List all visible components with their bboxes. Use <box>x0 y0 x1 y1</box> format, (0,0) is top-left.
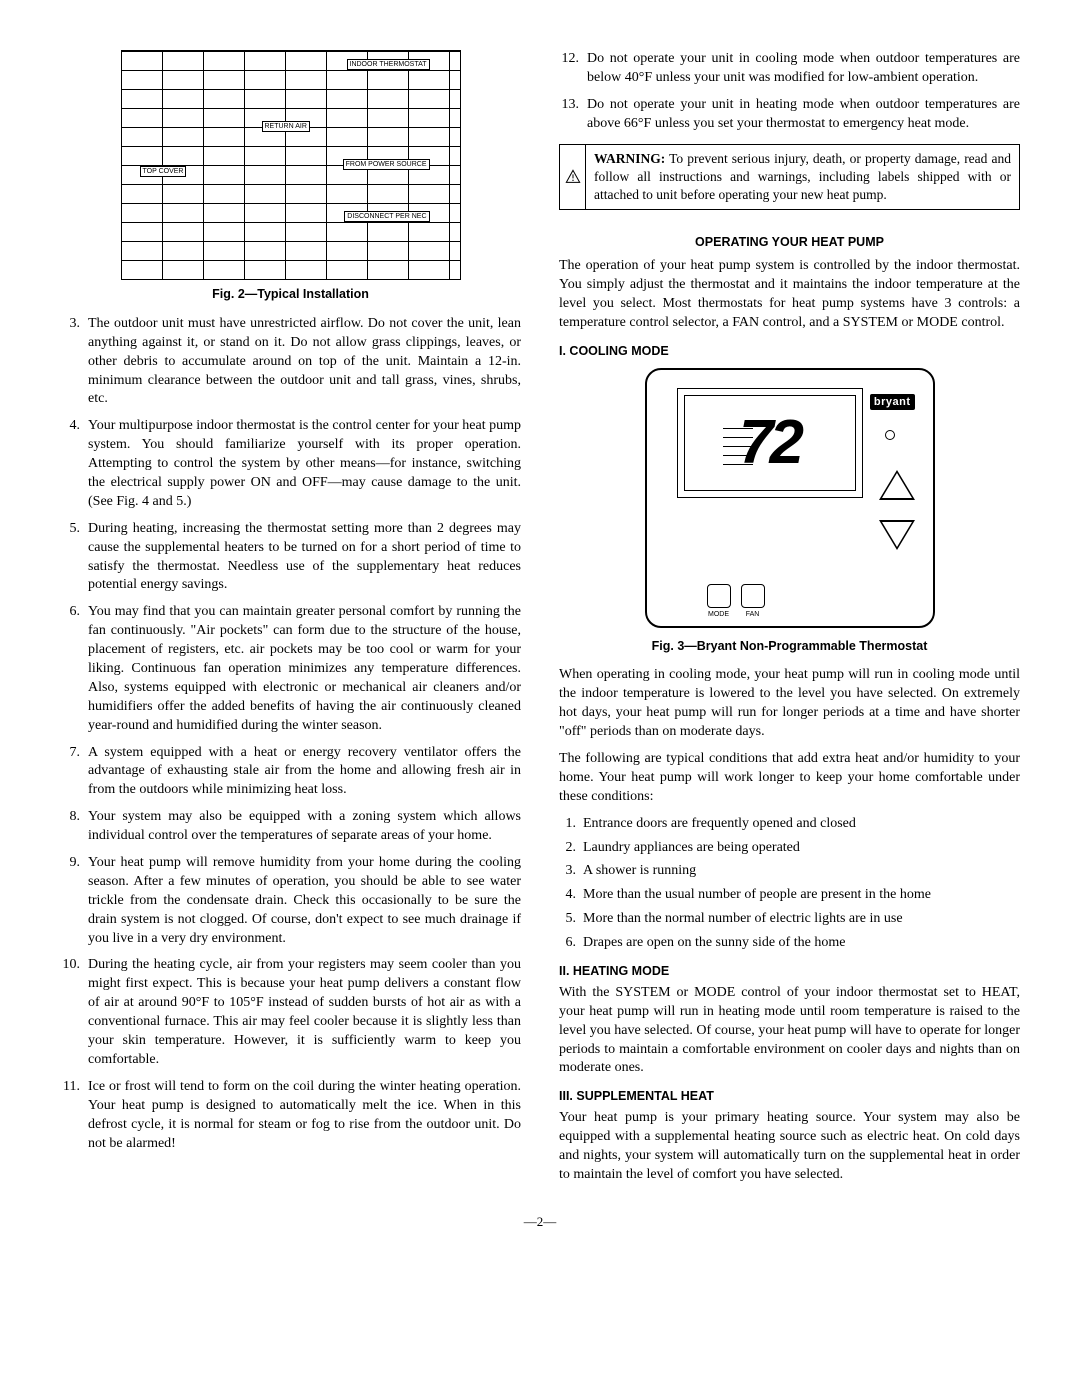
list-item: 5.More than the normal number of electri… <box>559 910 1020 929</box>
page-number: —2— <box>60 1213 1020 1231</box>
list-item: 4.Your multipurpose indoor thermostat is… <box>60 417 521 511</box>
mode-button <box>707 584 731 608</box>
warning-label: WARNING: <box>594 151 665 166</box>
cooling-conditions-list: 1.Entrance doors are frequently opened a… <box>559 815 1020 953</box>
supplemental-heading: III. SUPPLEMENTAL HEAT <box>559 1088 1020 1105</box>
thermostat-buttons: MODE FAN <box>707 584 765 608</box>
figure-2: INDOOR THERMOSTAT RETURN AIR TOP COVER F… <box>60 50 521 303</box>
list-item: 3.The outdoor unit must have unrestricte… <box>60 315 521 409</box>
list-item: 10.During the heating cycle, air from yo… <box>60 956 521 1069</box>
list-item: 3.A shower is running <box>559 862 1020 881</box>
thermostat-brand: bryant <box>870 394 915 411</box>
fig2-label-power: FROM POWER SOURCE <box>343 159 430 170</box>
mode-label: MODE <box>704 610 734 619</box>
figure-2-caption: Fig. 2—Typical Installation <box>60 286 521 303</box>
fig2-label-return: RETURN AIR <box>262 121 310 132</box>
page-columns: INDOOR THERMOSTAT RETURN AIR TOP COVER F… <box>60 50 1020 1193</box>
list-item: 12.Do not operate your unit in cooling m… <box>559 50 1020 88</box>
fig2-label-disconnect: DISCONNECT PER NEC <box>344 211 429 222</box>
cooling-heading: I. COOLING MODE <box>559 343 1020 360</box>
figure-3-caption: Fig. 3—Bryant Non-Programmable Thermosta… <box>559 638 1020 655</box>
list-item: 4.More than the usual number of people a… <box>559 886 1020 905</box>
list-item: 8.Your system may also be equipped with … <box>60 808 521 846</box>
list-item: 9.Your heat pump will remove humidity fr… <box>60 854 521 948</box>
list-item: 5.During heating, increasing the thermos… <box>60 520 521 596</box>
figure-3: bryant 72 MODE F <box>559 368 1020 655</box>
supplemental-paragraph: Your heat pump is your primary heating s… <box>559 1109 1020 1185</box>
cooling-para-1: When operating in cooling mode, your hea… <box>559 666 1020 742</box>
thermostat-led <box>885 430 895 440</box>
left-numbered-list: 3.The outdoor unit must have unrestricte… <box>60 315 521 1154</box>
heating-paragraph: With the SYSTEM or MODE control of your … <box>559 984 1020 1078</box>
list-item: 11.Ice or frost will tend to form on the… <box>60 1078 521 1154</box>
warning-text: WARNING: To prevent serious injury, deat… <box>586 145 1019 210</box>
right-column: 12.Do not operate your unit in cooling m… <box>559 50 1020 1193</box>
list-item: 6.Drapes are open on the sunny side of t… <box>559 934 1020 953</box>
operating-paragraph: The operation of your heat pump system i… <box>559 257 1020 333</box>
list-item: 13.Do not operate your unit in heating m… <box>559 96 1020 134</box>
figure-2-diagram: INDOOR THERMOSTAT RETURN AIR TOP COVER F… <box>121 50 461 280</box>
thermostat-down-icon <box>879 520 915 550</box>
figure-3-thermostat: bryant 72 MODE F <box>645 368 935 628</box>
heating-heading: II. HEATING MODE <box>559 963 1020 980</box>
list-item: 1.Entrance doors are frequently opened a… <box>559 815 1020 834</box>
fan-button <box>741 584 765 608</box>
fan-label: FAN <box>738 610 768 619</box>
fig2-label-topcover: TOP COVER <box>140 166 187 177</box>
operating-heading: OPERATING YOUR HEAT PUMP <box>559 234 1020 251</box>
warning-icon <box>560 145 586 210</box>
warning-box: WARNING: To prevent serious injury, deat… <box>559 144 1020 211</box>
cooling-para-2: The following are typical conditions tha… <box>559 750 1020 807</box>
list-item: 7.A system equipped with a heat or energ… <box>60 744 521 801</box>
thermostat-screen: 72 <box>677 388 863 498</box>
left-column: INDOOR THERMOSTAT RETURN AIR TOP COVER F… <box>60 50 521 1193</box>
list-item: 2.Laundry appliances are being operated <box>559 839 1020 858</box>
list-item: 6.You may find that you can maintain gre… <box>60 603 521 735</box>
thermostat-up-icon <box>879 470 915 500</box>
fig2-label-indoor: INDOOR THERMOSTAT <box>347 59 430 70</box>
right-top-list: 12.Do not operate your unit in cooling m… <box>559 50 1020 134</box>
